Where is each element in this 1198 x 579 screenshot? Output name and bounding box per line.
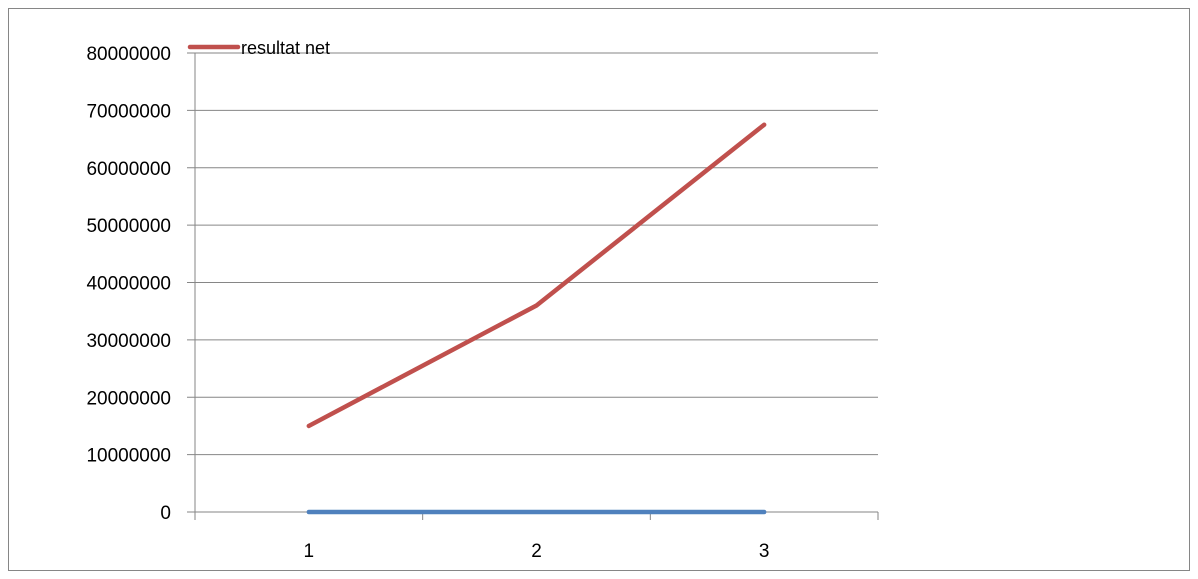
x-axis-ticks: 1 2 3: [304, 541, 770, 562]
gridlines: [187, 52, 878, 456]
y-tick-label: 50000000: [86, 216, 171, 237]
axes: [187, 53, 879, 520]
y-tick-label: 30000000: [86, 331, 171, 352]
x-tick-label: 2: [531, 541, 542, 562]
y-tick-label: 20000000: [86, 388, 171, 409]
y-tick-label: 60000000: [86, 159, 171, 180]
chart-frame: [8, 8, 1190, 571]
y-tick-label: 70000000: [86, 101, 171, 122]
y-tick-label: 10000000: [86, 446, 171, 467]
x-tick-label: 3: [759, 541, 770, 562]
y-tick-label: 0: [160, 503, 171, 524]
legend-label: resultat net: [241, 38, 330, 58]
series: [306, 122, 767, 515]
x-tick-label: 1: [304, 541, 315, 562]
y-tick-label: 80000000: [86, 44, 171, 65]
y-axis-ticks: 0 10000000 20000000 30000000 40000000 5000000…: [86, 44, 171, 524]
legend: resultat net: [187, 38, 330, 58]
y-tick-label: 40000000: [86, 274, 171, 295]
series-line-resultat-net: [306, 122, 767, 429]
